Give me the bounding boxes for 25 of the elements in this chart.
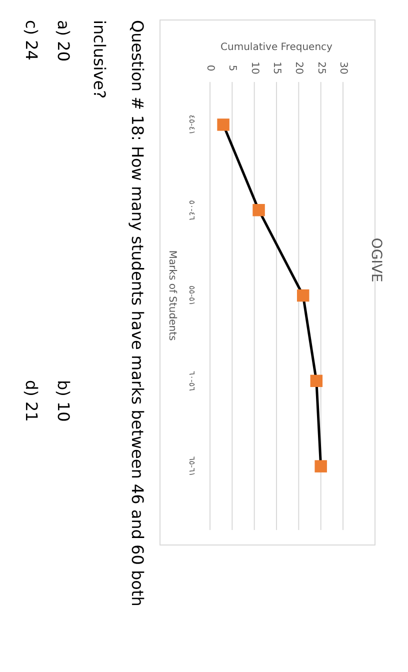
x-axis-title: Cumulative Frequency bbox=[220, 42, 333, 53]
x-tick-label: 0 bbox=[204, 64, 216, 72]
y-tick-label: ٥١-٥٥ bbox=[188, 285, 196, 306]
text: OGIVE bbox=[368, 238, 384, 282]
x-tick-label: 15 bbox=[271, 62, 282, 74]
text: b) 10 bbox=[54, 380, 73, 422]
text: c) 24 bbox=[22, 20, 41, 60]
y-tick-label: ٦١-٦٥ bbox=[188, 456, 196, 476]
x-tick-label: 30 bbox=[338, 62, 348, 74]
y-tick-label: ٤١-٤٥ bbox=[188, 114, 196, 135]
point bbox=[314, 460, 327, 472]
y-tick-label: ٤٦-٥٠ bbox=[188, 200, 196, 220]
point bbox=[252, 204, 265, 216]
text: d) 21 bbox=[22, 380, 41, 422]
x-tick-label: 20 bbox=[293, 62, 304, 74]
x-tick-label: 10 bbox=[248, 62, 260, 74]
text: a) 20 bbox=[54, 20, 73, 62]
y-tick-label: ٥٦-٦٠ bbox=[188, 370, 196, 391]
point bbox=[296, 289, 310, 302]
x-tick-label: 5 bbox=[226, 64, 238, 72]
y-axis-title: Marks of Students bbox=[166, 250, 178, 341]
point bbox=[310, 374, 323, 388]
point bbox=[217, 118, 230, 131]
x-tick-label: 25 bbox=[315, 62, 326, 74]
text: Question # 18: How many students have marks between 46 and 60 both inclusive? bbox=[90, 20, 147, 606]
